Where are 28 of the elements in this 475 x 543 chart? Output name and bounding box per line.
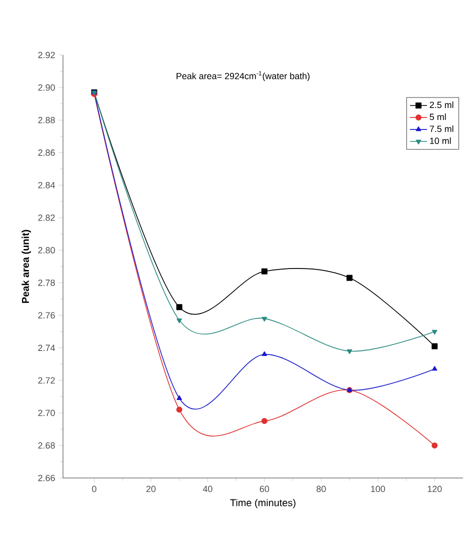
y-tick-label: 2.70 [38,410,55,416]
legend-label: 7.5 ml [430,125,454,132]
x-tick-label: 120 [428,486,442,492]
text: Peak area= 2924cm$^{-1}$(water bath) [176,71,310,81]
y-tick-label: 2.78 [38,280,55,286]
x-tick-label: 0 [92,486,96,492]
legend-label: 5 ml [430,113,446,120]
y-tick-label: 2.66 [38,474,55,482]
y-tick-label: 2.90 [38,84,55,91]
y-tick-label: 2.80 [38,247,55,254]
y-tick-label: 2.68 [38,442,55,449]
y-tick-label: 2.88 [38,116,55,124]
y-tick-label: 2.74 [38,344,55,351]
x-tick-label: 20 [146,486,156,492]
y-tick-label: 2.82 [38,214,55,221]
x-axis-title: Time (minutes) [230,498,296,508]
y-tick-label: 2.84 [38,182,55,188]
x-tick-label: 40 [202,486,212,492]
x-tick-label: 80 [316,486,326,492]
y-tick-label: 2.92 [38,52,55,58]
legend-label: 10 ml [430,137,451,144]
x-tick-label: 60 [260,486,270,492]
y-tick-label: 2.72 [38,377,55,384]
legend-label: 2.5 ml [430,101,454,108]
y-axis-title: Peak area (unit) [22,230,31,303]
y-tick-label: 2.86 [38,149,55,156]
x-tick-label: 100 [371,486,386,492]
y-tick-label: 2.76 [38,312,55,318]
